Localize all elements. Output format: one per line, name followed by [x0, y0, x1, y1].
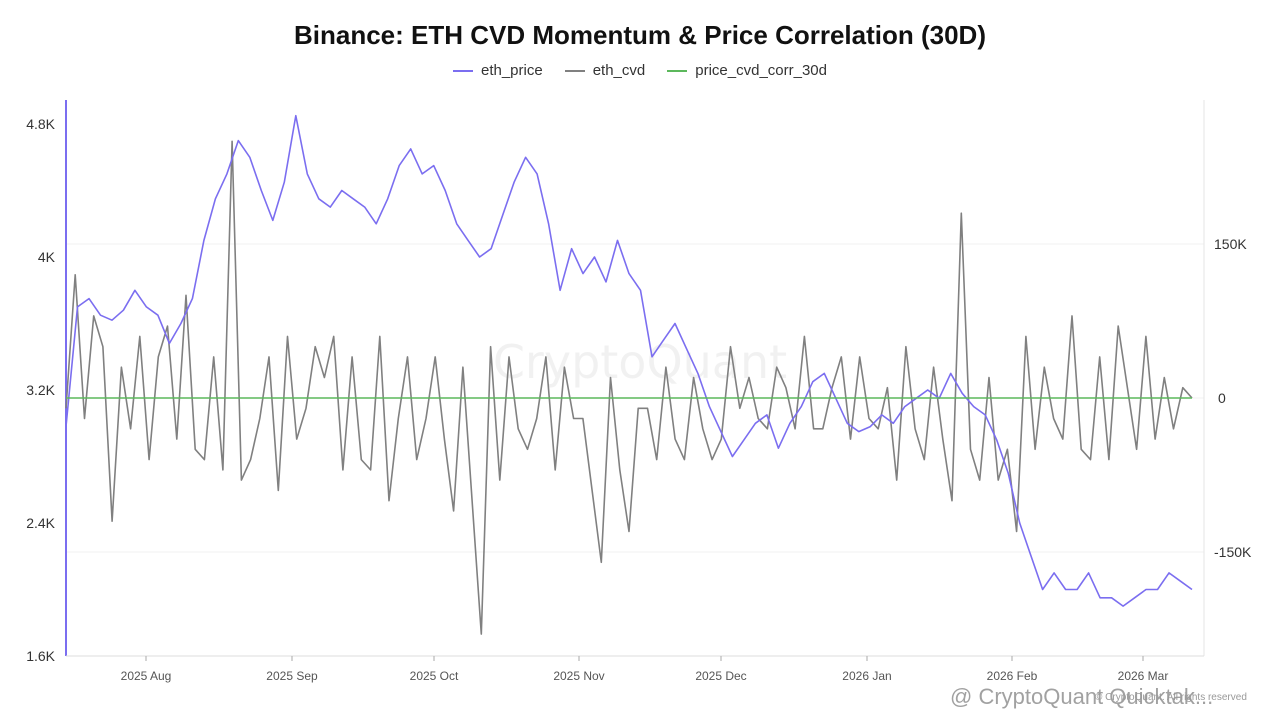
legend-label-eth-price: eth_price	[480, 62, 543, 79]
y-right-tick-label: 150K	[1214, 236, 1247, 252]
footer-credit: © CryptoQuant. All rights reserved	[1095, 692, 1247, 703]
legend-item-eth-cvd[interactable]: eth_cvd	[564, 62, 646, 79]
chart-title: Binance: ETH CVD Momentum & Price Correl…	[294, 20, 986, 50]
legend-swatch-corr	[667, 69, 688, 72]
legend-item-corr[interactable]: price_cvd_corr_30d	[667, 62, 827, 79]
legend-label-corr: price_cvd_corr_30d	[695, 62, 827, 79]
x-tick-label: 2026 Jan	[842, 669, 891, 683]
x-tick-label: 2025 Sep	[266, 669, 318, 683]
y-right-tick-label: 0	[1218, 390, 1226, 406]
y-left-tick-label: 2.4K	[26, 515, 55, 531]
y-left-tick-label: 4K	[38, 249, 56, 265]
legend-label-eth-cvd: eth_cvd	[592, 62, 646, 79]
y-right-tick-label: -150K	[1214, 544, 1252, 560]
x-tick-label: 2026 Feb	[987, 669, 1038, 683]
legend-swatch-eth-price	[452, 69, 473, 72]
y-left-tick-label: 1.6K	[26, 648, 55, 664]
footer-handle: @ CryptoQuant Quicktak...	[950, 684, 1214, 709]
y-left-tick-label: 4.8K	[26, 116, 55, 132]
legend-swatch-eth-cvd	[564, 69, 585, 72]
chart-legend: eth_price eth_cvd price_cvd_corr_30d	[0, 62, 1280, 79]
watermark-text: CryptoQuant	[493, 335, 787, 389]
x-tick-label: 2025 Aug	[121, 669, 172, 683]
x-tick-label: 2025 Nov	[553, 669, 604, 683]
x-tick-label: 2026 Mar	[1118, 669, 1169, 683]
y-left-tick-label: 3.2K	[26, 382, 55, 398]
x-tick-label: 2025 Oct	[410, 669, 459, 683]
legend-item-eth-price[interactable]: eth_price	[452, 62, 543, 79]
x-tick-label: 2025 Dec	[695, 669, 746, 683]
series-line-eth-price	[65, 114, 1193, 607]
